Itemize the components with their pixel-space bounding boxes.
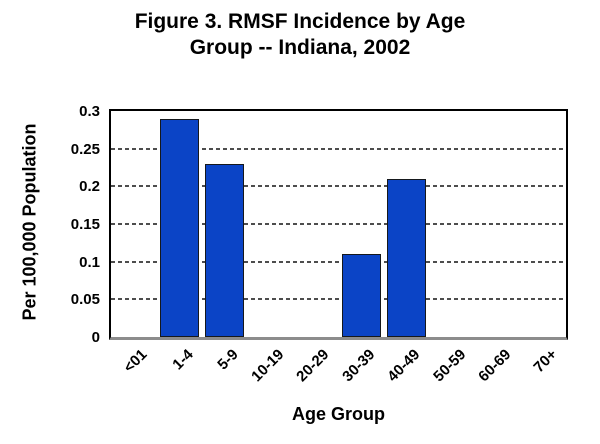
- gridline: [111, 147, 566, 150]
- y-tick-label: 0.2: [79, 178, 100, 196]
- gridline: [111, 298, 566, 301]
- y-tick-label: 0: [91, 329, 100, 346]
- plot-area: [109, 109, 568, 340]
- x-tick-label: 50-59: [430, 346, 470, 386]
- gridline: [111, 185, 566, 188]
- chart-title: Figure 3. RMSF Incidence by Age Group --…: [0, 9, 600, 61]
- x-tick-label: 5-9: [214, 346, 242, 374]
- x-tick-label: 20-29: [293, 346, 333, 386]
- bar: [159, 118, 199, 337]
- x-tick-label: <01: [120, 346, 151, 377]
- y-tick-label: 0.25: [70, 140, 100, 158]
- bar: [387, 178, 427, 337]
- gridline: [111, 260, 566, 263]
- x-tick-label: 70+: [530, 346, 561, 377]
- y-tick-label: 0.1: [79, 253, 100, 271]
- y-tick-label: 0.05: [70, 291, 100, 309]
- x-tick-label: 30-39: [339, 346, 379, 386]
- gridline: [111, 223, 566, 225]
- x-tick-label: 1-4: [168, 346, 197, 374]
- x-tick-label: 60-69: [475, 346, 515, 386]
- x-tick-label: 40-49: [384, 346, 424, 386]
- chart-title-line-1: Figure 3. RMSF Incidence by Age: [134, 10, 466, 33]
- chart-title-line-2: Group -- Indiana, 2002: [189, 36, 411, 59]
- bar: [341, 254, 381, 337]
- y-tick-label: 0.3: [79, 103, 100, 120]
- x-tick-label: 10-19: [248, 346, 288, 386]
- y-tick-label: 0.15: [70, 216, 100, 233]
- bar: [205, 163, 245, 337]
- x-axis-title: Age Group: [292, 404, 385, 424]
